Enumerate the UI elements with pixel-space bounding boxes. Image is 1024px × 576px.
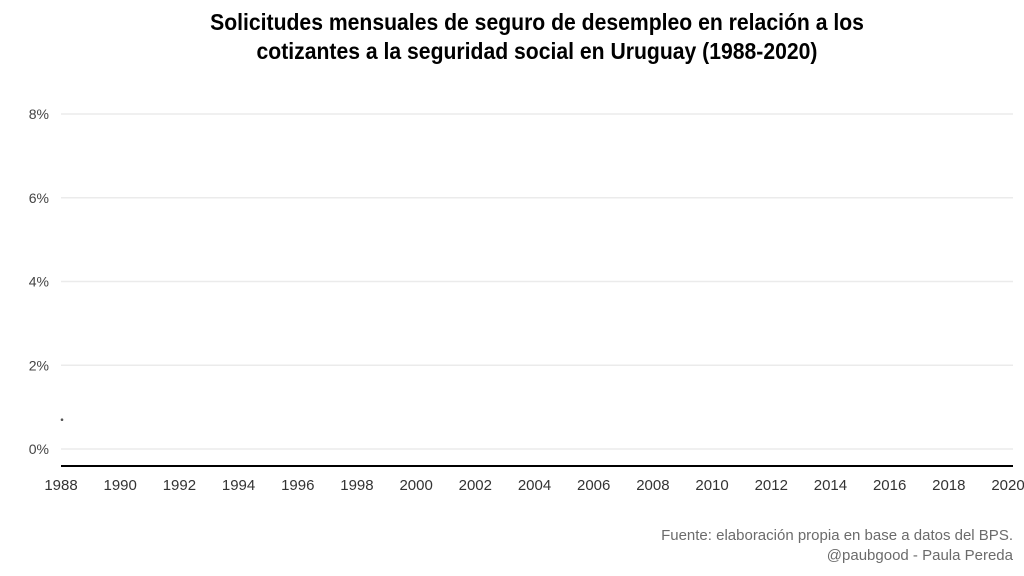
chart-title: Solicitudes mensuales de seguro de desem… (43, 8, 1024, 66)
author-line: @paubgood - Paula Pereda (826, 547, 1013, 564)
source-caption: Fuente: elaboración propia en base a dat… (661, 526, 1013, 566)
x-tick-label: 2010 (695, 477, 728, 494)
y-tick-label: 8% (29, 106, 49, 122)
chart-title-line-1: Solicitudes mensuales de seguro de desem… (210, 9, 864, 35)
data-point (60, 418, 64, 421)
x-tick-label: 1998 (340, 477, 373, 494)
x-tick-label: 2012 (755, 477, 788, 494)
chart-title-line-2: cotizantes a la seguridad social en Urug… (256, 38, 818, 64)
x-tick-label: 1988 (44, 477, 77, 494)
x-tick-label: 1994 (222, 477, 255, 494)
x-tick-label: 2002 (459, 477, 492, 494)
x-tick-label: 2020 (991, 477, 1024, 494)
x-tick-label: 2008 (636, 477, 669, 494)
gridlines (61, 113, 1013, 450)
x-tick-label: 2014 (814, 477, 847, 494)
x-tick-label: 1992 (163, 477, 196, 494)
x-axis-tick-labels: 1988 1990 1992 1994 1996 1998 2000 2002 2004 2006… (44, 477, 1024, 494)
x-tick-label: 2004 (518, 477, 551, 494)
x-tick-label: 2018 (932, 477, 965, 494)
x-tick-label: 2000 (399, 477, 432, 494)
y-tick-label: 6% (29, 190, 49, 206)
source-line: Fuente: elaboración propia en base a dat… (661, 527, 1013, 544)
x-tick-label: 2016 (873, 477, 906, 494)
y-tick-label: 0% (29, 441, 49, 457)
data-series (60, 418, 64, 421)
y-tick-label: 4% (29, 274, 49, 290)
y-tick-label: 2% (29, 357, 49, 373)
x-tick-label: 2006 (577, 477, 610, 494)
y-axis-tick-labels: 0% 2% 4% 6% 8% (29, 106, 49, 457)
x-tick-label: 1990 (104, 477, 137, 494)
x-tick-label: 1996 (281, 477, 314, 494)
